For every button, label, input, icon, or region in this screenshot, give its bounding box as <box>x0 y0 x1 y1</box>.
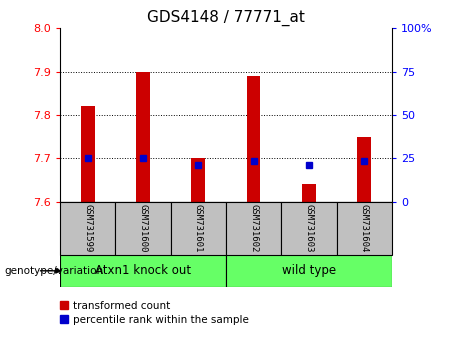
Text: GSM731600: GSM731600 <box>138 204 148 252</box>
Bar <box>136 72 150 202</box>
Bar <box>171 202 226 255</box>
Text: GSM731601: GSM731601 <box>194 204 203 252</box>
Title: GDS4148 / 77771_at: GDS4148 / 77771_at <box>147 9 305 25</box>
Bar <box>281 202 337 255</box>
Bar <box>337 202 392 255</box>
Text: Atxn1 knock out: Atxn1 knock out <box>95 264 191 277</box>
Bar <box>302 184 316 202</box>
Text: genotype/variation: genotype/variation <box>5 266 104 276</box>
Text: GSM731602: GSM731602 <box>249 204 258 252</box>
Bar <box>60 255 226 287</box>
Bar <box>226 202 281 255</box>
Text: GSM731599: GSM731599 <box>83 204 92 252</box>
Text: GSM731604: GSM731604 <box>360 204 369 252</box>
Bar <box>357 137 371 202</box>
Legend: transformed count, percentile rank within the sample: transformed count, percentile rank withi… <box>60 301 249 325</box>
Bar <box>115 202 171 255</box>
Text: wild type: wild type <box>282 264 336 277</box>
Bar <box>191 159 205 202</box>
Text: GSM731603: GSM731603 <box>304 204 313 252</box>
Bar <box>81 107 95 202</box>
Bar <box>247 76 260 202</box>
Bar <box>226 255 392 287</box>
Bar <box>60 202 115 255</box>
